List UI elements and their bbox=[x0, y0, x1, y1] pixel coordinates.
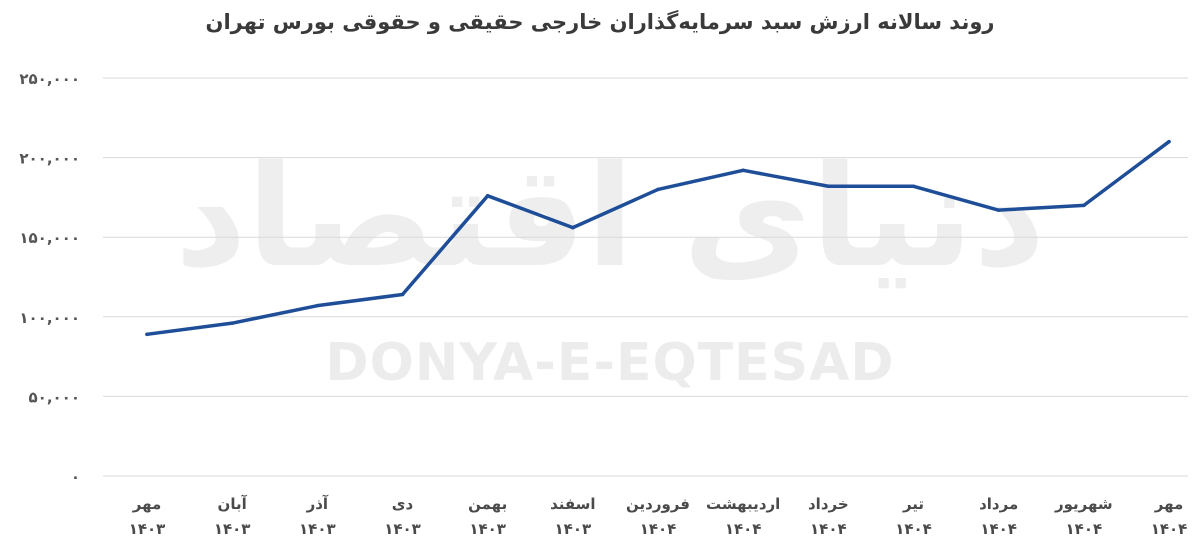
x-axis-tick-labels: مهر ۱۴۰۳ آبان ۱۴۰۳ آذر ۱۴۰۳ دی ۱۴۰۳ بهمن ۱۴۰۳ اسفن… bbox=[129, 495, 1188, 538]
y-tick-label: ۲۵۰,۰۰۰ bbox=[19, 70, 80, 88]
x-tick-label-year: ۱۴۰۴ bbox=[640, 520, 677, 538]
data-point bbox=[1082, 203, 1086, 208]
series-layer bbox=[145, 139, 1171, 337]
x-tick-label-month: مهر bbox=[132, 495, 162, 513]
x-tick-label-year: ۱۴۰۳ bbox=[384, 520, 421, 538]
x-tick-label-month: اسفند bbox=[550, 495, 595, 513]
x-tick-label-year: ۱۴۰۳ bbox=[469, 520, 506, 538]
watermark-text: DONYA-E-EQTESAD bbox=[325, 333, 894, 393]
gridlines bbox=[103, 77, 1188, 477]
x-tick-label-year: ۱۴۰۴ bbox=[725, 520, 762, 538]
x-tick-label-month: آبان bbox=[218, 495, 248, 513]
data-point bbox=[571, 225, 575, 230]
x-tick-label-month: تیر bbox=[902, 495, 924, 513]
x-tick-label-year: ۱۴۰۳ bbox=[555, 520, 592, 538]
x-tick-label-year: ۱۴۰۴ bbox=[810, 520, 847, 538]
x-tick-label-month: اردیبهشت bbox=[706, 495, 780, 513]
data-point bbox=[145, 332, 149, 337]
x-tick-label-year: ۱۴۰۴ bbox=[1151, 520, 1188, 538]
chart-title: روند سالانه ارزش سبد سرمایه‌گذاران خارجی… bbox=[205, 10, 995, 34]
watermark-logo: دنیای اقتصاد bbox=[175, 136, 1045, 299]
y-tick-label: ۱۰۰,۰۰۰ bbox=[19, 309, 80, 327]
x-tick-label-year: ۱۴۰۴ bbox=[980, 520, 1017, 538]
data-point bbox=[315, 303, 320, 308]
watermark: دنیای اقتصاد DONYA-E-EQTESAD bbox=[175, 136, 1045, 393]
data-point bbox=[230, 321, 234, 325]
x-tick-label-year: ۱۴۰۳ bbox=[214, 520, 251, 538]
x-tick-label-month: مهر bbox=[1154, 495, 1184, 513]
data-point bbox=[485, 194, 490, 198]
x-tick-label-year: ۱۴۰۳ bbox=[129, 520, 166, 538]
x-tick-label-month: خرداد bbox=[808, 495, 849, 513]
data-point bbox=[826, 184, 831, 189]
x-tick-label-month: دی bbox=[392, 495, 414, 513]
x-tick-label-year: ۱۴۰۴ bbox=[895, 520, 932, 538]
x-tick-label-month: فروردین bbox=[626, 495, 690, 513]
data-point bbox=[1167, 139, 1171, 144]
x-tick-label-month: آذر bbox=[306, 495, 329, 513]
y-tick-label: ۵۰,۰۰۰ bbox=[29, 388, 80, 406]
y-tick-label: ۲۰۰,۰۰۰ bbox=[19, 150, 80, 168]
x-tick-label-year: ۱۴۰۴ bbox=[1066, 520, 1103, 538]
x-tick-label-year: ۱۴۰۳ bbox=[299, 520, 336, 538]
y-axis-tick-labels: ۰ ۵۰,۰۰۰ ۱۰۰,۰۰۰ ۱۵۰,۰۰۰ ۲۰۰,۰۰۰ ۲۵۰,۰۰۰ bbox=[19, 70, 80, 486]
y-tick-label: ۰ bbox=[71, 468, 80, 486]
data-point bbox=[400, 292, 405, 297]
data-point bbox=[996, 208, 1001, 212]
x-tick-label-month: بهمن bbox=[468, 495, 507, 513]
data-point bbox=[656, 187, 660, 192]
data-point bbox=[911, 184, 916, 189]
data-point bbox=[741, 168, 745, 173]
x-tick-label-month: مرداد bbox=[979, 495, 1018, 513]
x-tick-label-month: شهریور bbox=[1054, 495, 1113, 513]
y-tick-label: ۱۵۰,۰۰۰ bbox=[19, 229, 80, 247]
